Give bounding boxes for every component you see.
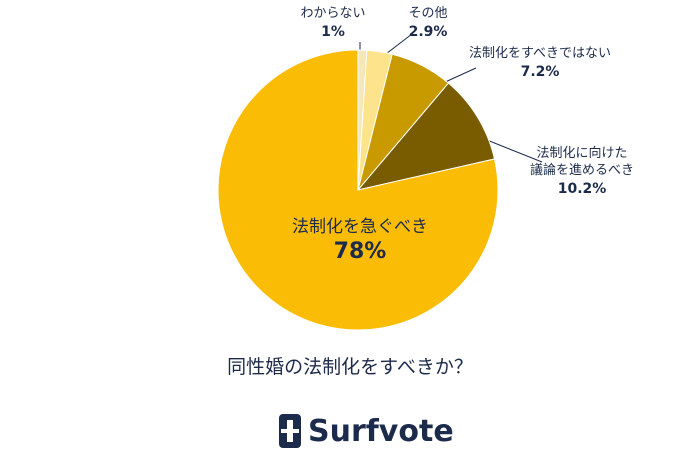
category-label: 法制化を急ぐべき	[292, 217, 428, 237]
brand-name: Surfvote	[308, 414, 454, 449]
slice-label: その他 2.9%	[408, 6, 447, 41]
slice-label: わからない 1%	[300, 6, 365, 41]
value-label: 7.2%	[520, 63, 560, 80]
pie-slice	[217, 49, 499, 331]
chart-title: 同性婚の法制化をすべきか？	[227, 356, 473, 378]
category-label: その他	[408, 6, 448, 21]
value-label: 1%	[321, 23, 345, 40]
category-label: わからない	[300, 6, 366, 21]
slice-label: 法制化に向けた 議論を進めるべき 10.2%	[530, 146, 634, 198]
category-label: 法制化をすべきではない	[468, 46, 612, 61]
value-label: 10.2%	[557, 180, 607, 197]
category-label: 法制化に向けた 議論を進めるべき	[529, 146, 635, 178]
slice-label: 法制化を急ぐべき 78%	[292, 216, 428, 267]
pie-slice	[356, 82, 496, 191]
logo-icon	[279, 414, 301, 448]
value-label: 78%	[333, 239, 387, 265]
value-label: 2.9%	[408, 23, 448, 40]
slice-label: 法制化をすべきではない 7.2%	[469, 46, 611, 81]
